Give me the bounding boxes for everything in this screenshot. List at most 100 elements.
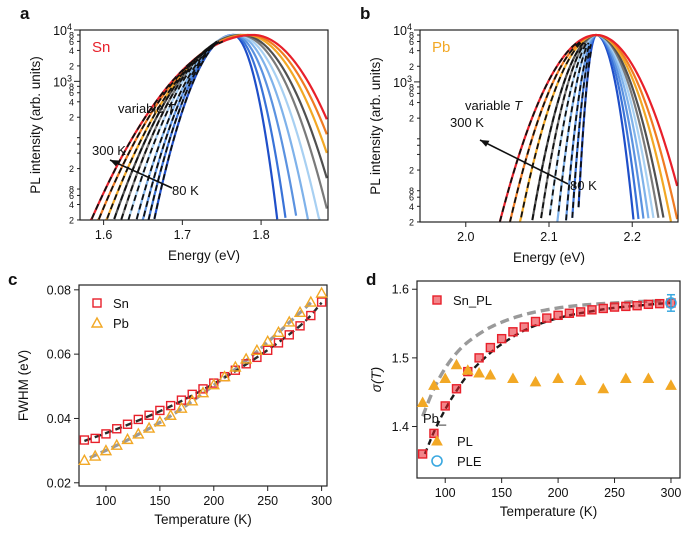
plot-area-a — [89, 33, 328, 220]
data-point-pb-pl — [529, 375, 542, 387]
y-tick-label-minor: 6 — [69, 191, 74, 201]
data-point-pb-ple — [665, 297, 677, 309]
data-point-sn — [306, 310, 316, 321]
axes-frame-d — [416, 280, 681, 479]
panel-letter: d — [366, 270, 376, 289]
legend-marker-pb-ple — [431, 455, 443, 467]
y-tick-label-minor: 4 — [409, 98, 414, 108]
fit-300K — [499, 41, 578, 222]
y-tick-label-minor: 4 — [409, 46, 414, 56]
data-point-sn-pl — [621, 301, 631, 312]
spectrum-160K — [548, 33, 655, 219]
data-point-pb — [164, 408, 177, 420]
data-point-sn — [262, 345, 273, 355]
data-point-sn — [112, 424, 122, 434]
data-point-sn — [122, 419, 133, 429]
fit-sn — [83, 301, 323, 443]
y-tick-label-minor: 2 — [409, 217, 414, 227]
y-tick-label: 1.5 — [392, 351, 409, 365]
fit-200K — [113, 40, 219, 220]
temperature-arrow — [479, 139, 569, 185]
x-tick-label: 100 — [435, 486, 456, 500]
data-point-sn-pl — [643, 299, 654, 310]
panel-a — [74, 29, 329, 225]
x-tick-label: 250 — [604, 486, 625, 500]
panel-letter: a — [20, 4, 30, 23]
data-point-sn-pl — [632, 301, 642, 311]
data-point-pb — [196, 386, 210, 398]
data-point-sn-pl — [496, 333, 507, 344]
data-point-sn-pl — [417, 449, 428, 459]
data-point-pb-pl — [597, 382, 610, 394]
data-point-sn — [284, 330, 294, 340]
data-point-sn-pl — [542, 313, 552, 323]
y-tick-label-minor: 2 — [69, 113, 74, 123]
data-point-sn-pl — [598, 303, 608, 314]
fit-pb — [89, 301, 312, 460]
x-tick-label: 1.6 — [95, 228, 112, 242]
data-point-sn-pl — [519, 322, 529, 332]
y-tick-label-minor: 8 — [69, 30, 74, 40]
data-point-sn-pl — [575, 307, 586, 317]
y-tick-label: 0.08 — [47, 283, 71, 297]
data-point-pb — [293, 305, 307, 318]
x-tick-label: 2.2 — [624, 230, 641, 244]
legend-marker-pb — [90, 316, 104, 328]
data-point-pb — [110, 438, 123, 450]
y-tick-label-minor: 8 — [409, 186, 414, 196]
data-point-sn-pl — [530, 316, 541, 327]
y-tick-label: 1.4 — [392, 420, 409, 434]
label-80K: 80 K — [570, 178, 597, 193]
y-tick-label-minor: 4 — [409, 202, 414, 212]
data-point-pb — [272, 325, 285, 337]
data-point-pb — [121, 432, 134, 445]
data-point-pb — [239, 352, 253, 364]
data-point-pb — [153, 415, 167, 427]
x-axis-title: Energy (eV) — [513, 250, 585, 265]
fit-80K — [577, 50, 592, 208]
data-point-pb — [132, 427, 145, 439]
fit-160K — [548, 41, 589, 216]
data-point-pb — [142, 421, 156, 433]
legend-label-pb-pl: PL — [457, 434, 473, 449]
y-tick-label-minor: 8 — [409, 82, 414, 92]
y-axis-title: FWHM (eV) — [16, 350, 31, 421]
data-point-pb — [283, 315, 296, 327]
data-point-pb — [315, 286, 328, 298]
label-300K: 300 K — [92, 143, 126, 158]
y-axis-title: σ(T) — [369, 367, 384, 392]
legend-marker-pb-pl — [431, 434, 443, 446]
data-point-pb-pl — [450, 358, 463, 370]
data-point-sn-pl — [451, 384, 462, 394]
x-tick-label: 2.1 — [540, 230, 557, 244]
data-point-pb-pl — [461, 364, 474, 375]
x-tick-label: 150 — [491, 486, 512, 500]
y-tick-label-major: 104 — [393, 22, 412, 38]
data-point-sn — [155, 405, 165, 416]
data-point-sn — [79, 435, 90, 445]
y-axis-title: PL intensity (arb. units) — [28, 56, 43, 194]
data-point-pb — [250, 343, 264, 355]
x-axis-title: Temperature (K) — [154, 512, 252, 527]
data-point-sn — [144, 410, 154, 420]
legend-label-pb-ple: PLE — [457, 454, 482, 469]
y-tick-label: 0.04 — [47, 412, 71, 426]
axes-frame-a — [79, 29, 329, 221]
legend-label-sn-pl: Sn_PL — [453, 293, 492, 308]
y-tick-label: 0.06 — [47, 348, 71, 362]
data-point-pb-pl — [484, 369, 497, 380]
y-tick-label-minor: 6 — [69, 37, 74, 47]
data-point-sn — [90, 433, 100, 444]
data-point-sn-pl — [474, 353, 484, 363]
x-tick-label: 250 — [257, 494, 278, 508]
data-point-sn-pl — [553, 310, 563, 321]
y-tick-label-minor: 6 — [409, 89, 414, 99]
sample-title: Sn — [92, 39, 110, 56]
axes-frame-c — [78, 284, 328, 487]
data-point-sn — [133, 414, 144, 425]
label-300K: 300 K — [450, 115, 484, 130]
data-point-sn-pl — [508, 327, 518, 337]
data-point-pb-pl — [428, 379, 440, 390]
data-point-sn-pl — [429, 428, 439, 439]
